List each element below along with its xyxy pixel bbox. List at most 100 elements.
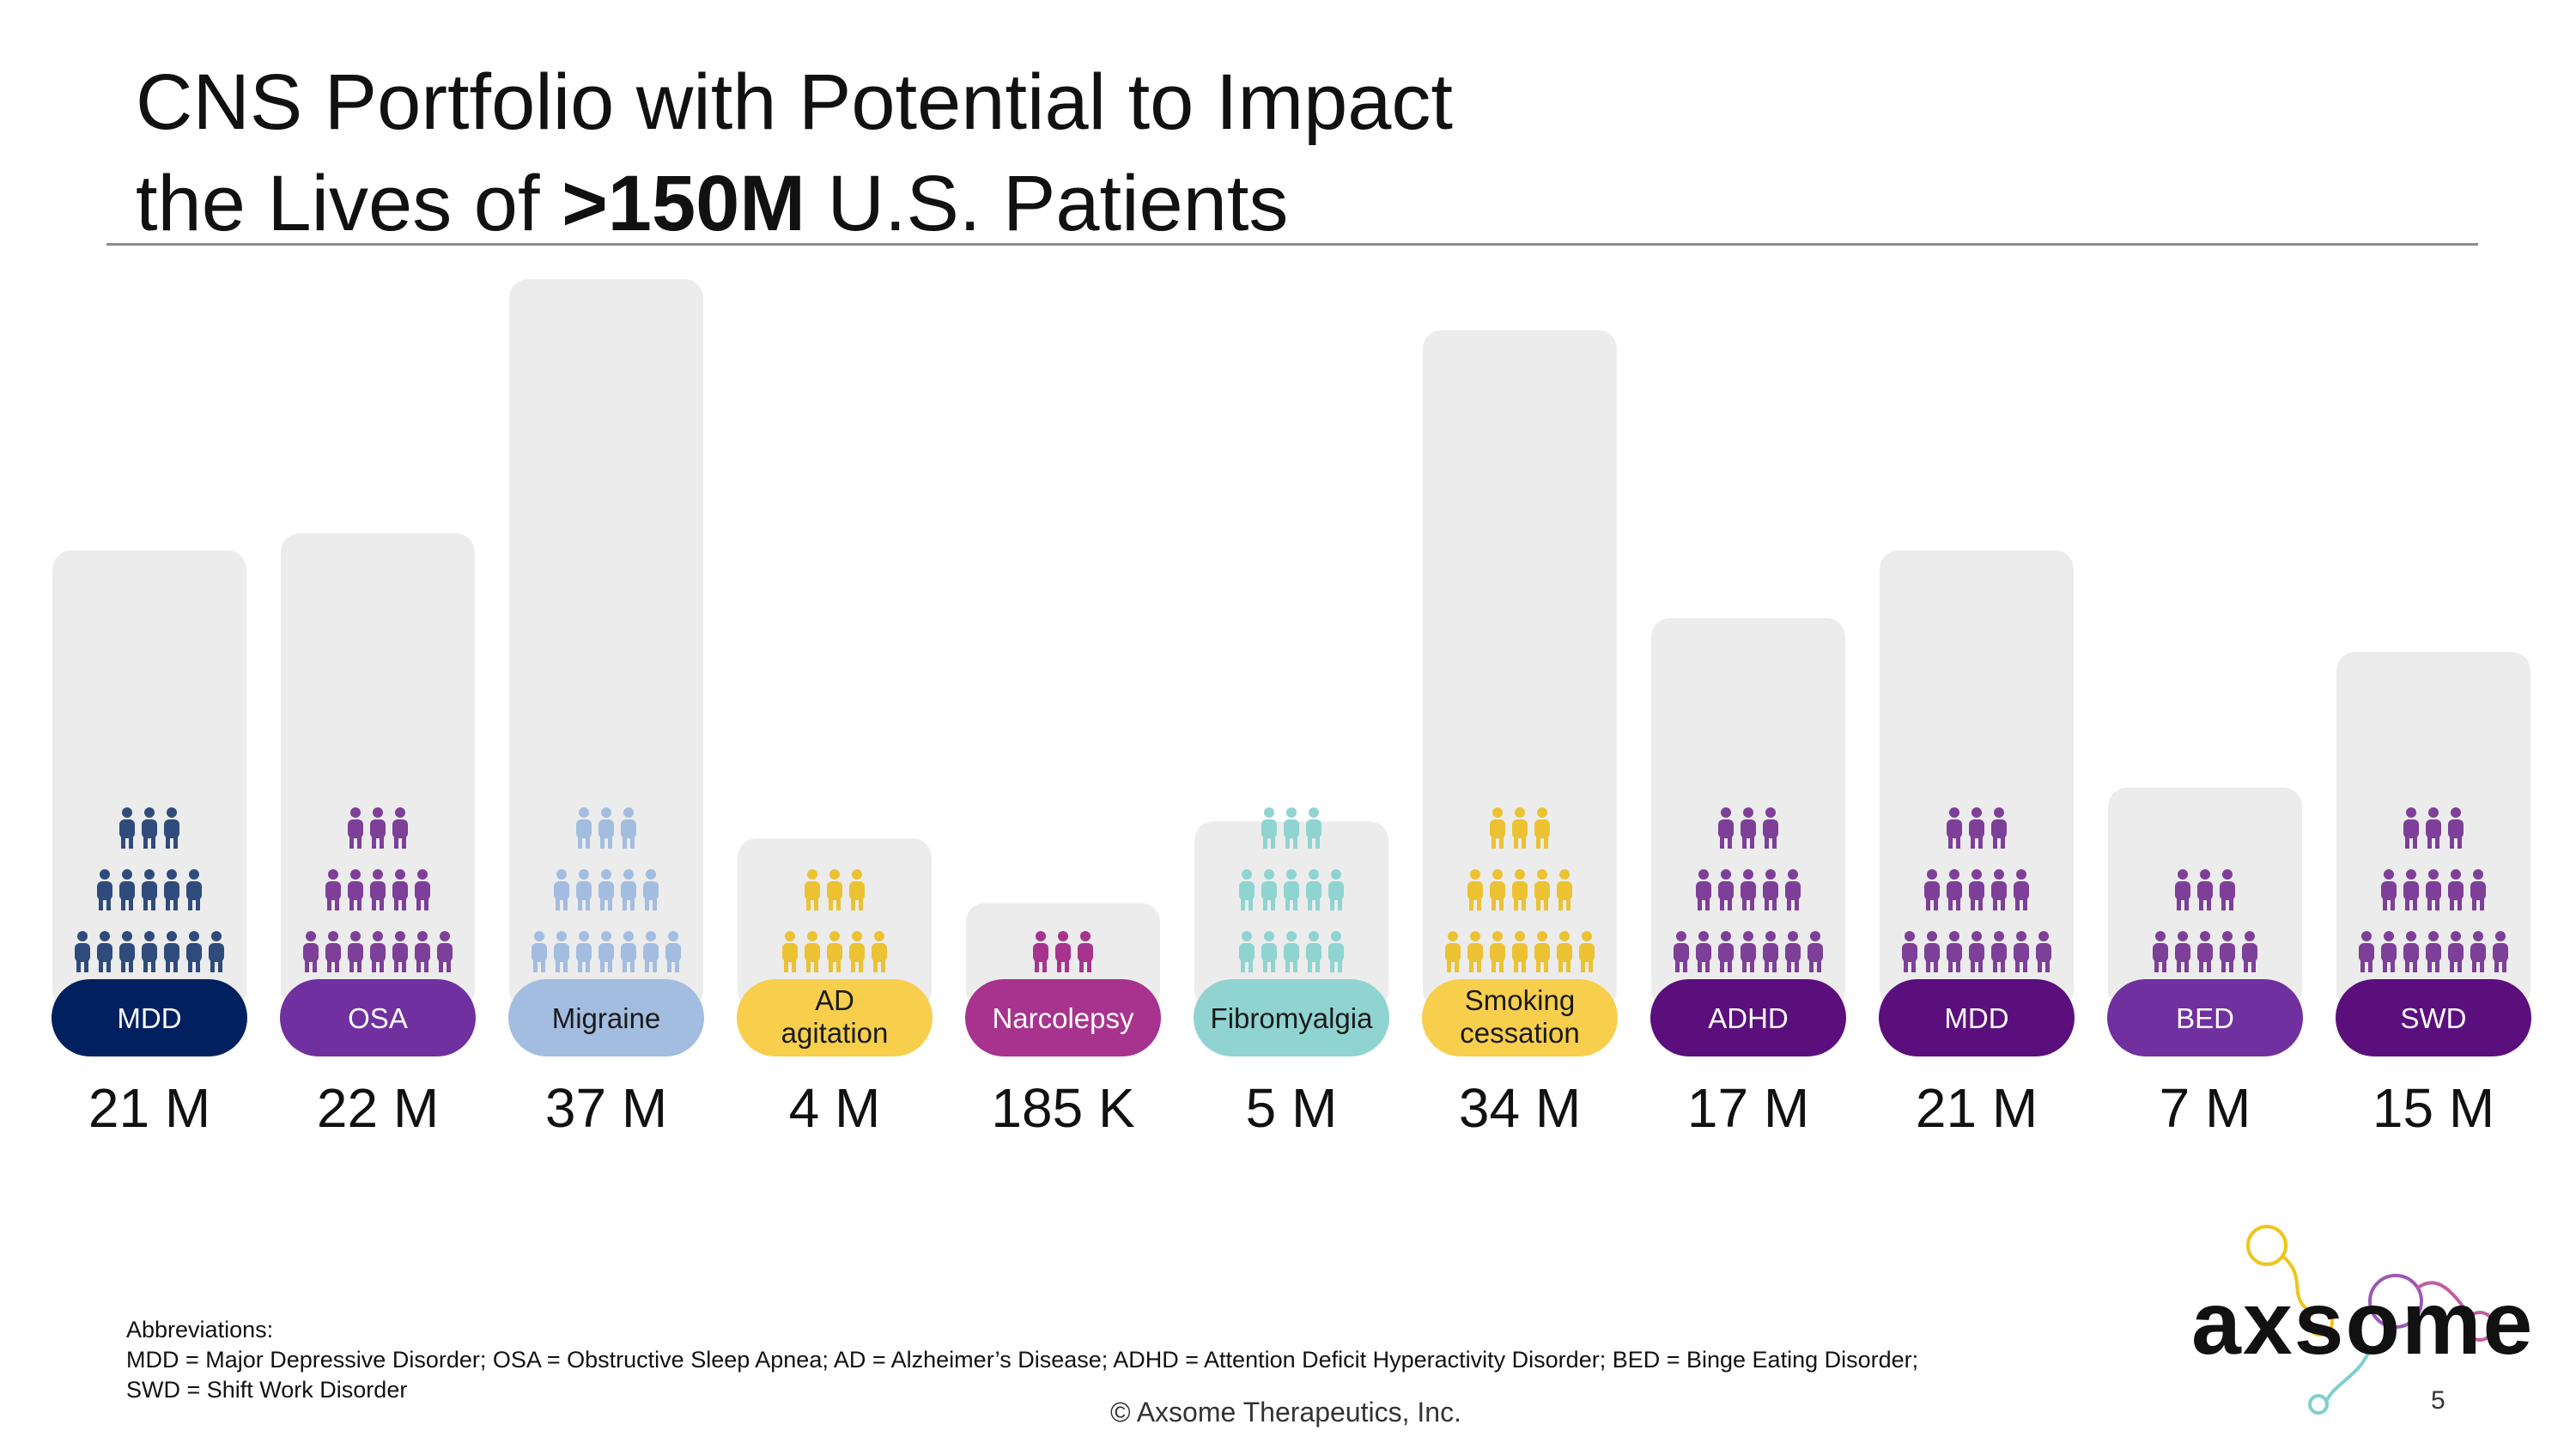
- person-body: [1991, 881, 2007, 900]
- person-leg: [1978, 897, 1983, 910]
- person-head: [556, 931, 567, 941]
- person-leg: [196, 959, 200, 972]
- person-head: [2406, 931, 2416, 941]
- person-body: [325, 881, 341, 900]
- person-body: [186, 943, 202, 962]
- person-leg: [1904, 959, 1908, 972]
- person-icon: [2448, 807, 2464, 849]
- person-leg: [836, 959, 841, 972]
- molecule-icon: [2246, 1225, 2495, 1415]
- person-head: [167, 869, 177, 880]
- person-leg: [121, 835, 125, 849]
- person-leg: [1544, 959, 1548, 972]
- abbreviations-line-2: SWD = Shift Work Disorder: [126, 1377, 408, 1403]
- person-head: [1765, 869, 1776, 880]
- person-head: [579, 931, 589, 941]
- person-leg: [2435, 959, 2439, 972]
- person-icon: [75, 931, 90, 972]
- person-icon: [1490, 807, 1505, 849]
- person-head: [1559, 869, 1570, 880]
- person-leg: [2229, 959, 2233, 972]
- category-pill: [280, 979, 476, 1056]
- person-head: [1810, 931, 1820, 941]
- person-head: [2200, 931, 2210, 941]
- person-icon: [2197, 869, 2213, 910]
- person-body: [415, 881, 430, 900]
- person-head: [306, 931, 316, 941]
- person-leg: [188, 959, 192, 972]
- value-label: 17 M: [1687, 1077, 1809, 1139]
- person-leg: [1271, 959, 1275, 972]
- person-body: [805, 943, 820, 962]
- person-head: [601, 931, 611, 941]
- logo-text: axsome: [2191, 1274, 2535, 1373]
- person-icon: [849, 931, 865, 972]
- person-leg: [623, 959, 627, 972]
- person-leg: [1544, 897, 1548, 910]
- person-icon: [2493, 931, 2508, 972]
- bar-group: AD agitation 4 M: [737, 838, 933, 1139]
- person-leg: [1477, 897, 1481, 910]
- person-leg: [1514, 959, 1518, 972]
- person-leg: [106, 959, 111, 972]
- person-head: [1331, 869, 1341, 880]
- person-body: [1902, 943, 1917, 962]
- person-head: [1286, 931, 1297, 941]
- person-leg: [121, 897, 125, 910]
- value-label: 185 K: [991, 1077, 1134, 1139]
- person-icon: [1924, 931, 1940, 972]
- person-icon: [2220, 869, 2235, 910]
- person-leg: [1455, 959, 1459, 972]
- person-head: [328, 869, 338, 880]
- person-head: [601, 807, 611, 818]
- person-icon: [827, 869, 842, 910]
- person-leg: [2413, 959, 2417, 972]
- person-leg: [814, 959, 818, 972]
- person-leg: [1249, 897, 1253, 910]
- person-icon: [2426, 807, 2441, 849]
- person-body: [643, 943, 659, 962]
- page-number: 5: [2431, 1386, 2445, 1415]
- person-icon: [1557, 931, 1572, 972]
- person-body: [1261, 943, 1277, 962]
- person-leg: [357, 959, 361, 972]
- person-leg: [173, 959, 178, 972]
- person-leg: [335, 959, 339, 972]
- person-head: [1515, 807, 1525, 818]
- person-leg: [372, 897, 376, 910]
- person-icon: [1924, 869, 1940, 910]
- person-body: [2014, 943, 2029, 962]
- person-head: [1448, 931, 1458, 941]
- person-head: [785, 931, 795, 941]
- person-icon: [415, 869, 430, 910]
- person-leg: [1581, 959, 1585, 972]
- person-icon: [1785, 931, 1801, 972]
- person-head: [1080, 931, 1091, 941]
- person-body: [2036, 943, 2051, 962]
- person-leg: [394, 959, 398, 972]
- person-leg: [2494, 959, 2499, 972]
- person-icon: [2359, 931, 2374, 972]
- person-head: [1264, 869, 1274, 880]
- person-leg: [1728, 897, 1732, 910]
- person-leg: [357, 835, 361, 849]
- person-leg: [372, 959, 376, 972]
- person-body: [2381, 881, 2397, 900]
- person-body: [2470, 943, 2486, 962]
- person-icon: [2403, 931, 2419, 972]
- person-body: [1306, 881, 1321, 900]
- person-leg: [586, 897, 590, 910]
- person-icon: [2014, 869, 2029, 910]
- person-body: [554, 943, 569, 962]
- person-leg: [1293, 897, 1297, 910]
- person-body: [164, 943, 179, 962]
- person-icon: [2426, 931, 2441, 972]
- person-body: [849, 943, 865, 962]
- person-body: [621, 819, 636, 838]
- person-icon: [1078, 931, 1093, 972]
- person-body: [1785, 881, 1801, 900]
- person-head: [2495, 931, 2506, 941]
- person-head: [1743, 807, 1753, 818]
- person-leg: [1993, 959, 1997, 972]
- person-leg: [623, 835, 627, 849]
